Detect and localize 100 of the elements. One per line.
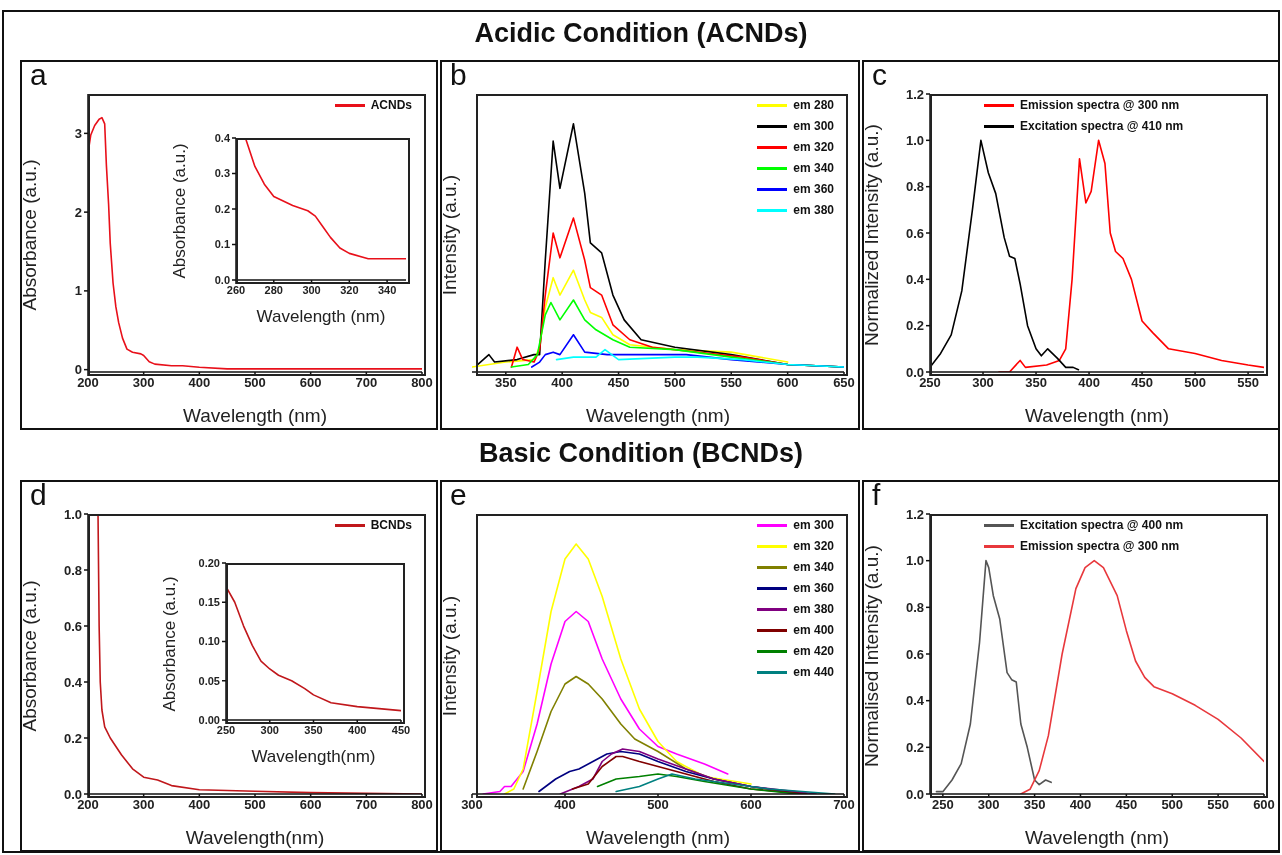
x-tick-label: 500 — [1184, 375, 1206, 391]
y-tick-label: 0.1 — [214, 238, 230, 251]
chart-title: Acidic Condition (ACNDs) — [473, 17, 809, 50]
x-tick-label: 340 — [377, 283, 397, 296]
x-tick-label: 600 — [299, 375, 322, 391]
x-tick-label: 550 — [720, 375, 743, 391]
x-tick-label: 260 — [226, 283, 246, 296]
legend-label: em 340 — [793, 161, 834, 175]
legend-label: Emission spectra @ 300 nm — [1020, 98, 1180, 112]
x-tick-label: 700 — [355, 375, 378, 391]
legend-label: Emission spectra @ 300 nm — [1020, 539, 1180, 553]
x-tick-label: 400 — [551, 375, 574, 391]
y-tick-label: 0.8 — [905, 599, 924, 615]
x-axis-title: Wavelength (nm) — [183, 405, 327, 426]
x-tick-label: 450 — [391, 723, 411, 736]
x-tick-label: 400 — [188, 797, 211, 813]
y-axis-title: Intensity (a.u.) — [439, 595, 461, 717]
y-tick-label: 0 — [74, 362, 82, 378]
x-tick-label: 350 — [494, 375, 517, 391]
y-tick-label: 0.00 — [198, 713, 220, 726]
legend-label: Excitation spectra @ 400 nm — [1020, 518, 1184, 532]
y-tick-label: 1.2 — [905, 86, 924, 102]
x-tick-label: 500 — [647, 797, 669, 813]
x-tick-label: 400 — [348, 723, 367, 736]
x-tick-label: 550 — [1207, 797, 1229, 813]
x-tick-label: 320 — [340, 283, 359, 296]
legend-label: em 380 — [793, 203, 834, 217]
line-series — [930, 139, 1080, 371]
y-tick-label: 0.2 — [905, 318, 924, 334]
x-tick-label: 400 — [554, 797, 576, 813]
y-tick-label: 0.6 — [905, 646, 924, 662]
y-tick-label: 0.10 — [198, 635, 220, 648]
y-tick-label: 2 — [74, 204, 82, 220]
x-tick-label: 300 — [132, 797, 155, 813]
text: d — [30, 478, 47, 512]
x-axis-title: Wavelength(nm) — [251, 747, 376, 766]
y-tick-label: 0.8 — [905, 179, 924, 195]
y-tick-label: 0.4 — [63, 674, 83, 690]
x-tick-label: 600 — [776, 375, 799, 391]
legend-label: em 440 — [793, 665, 834, 679]
text: a — [30, 58, 47, 92]
y-axis-title: Absorbance (a.u.) — [19, 580, 41, 732]
x-tick-label: 300 — [461, 797, 483, 813]
x-tick-label: 550 — [1237, 375, 1259, 391]
text: b — [450, 58, 467, 92]
x-tick-label: 500 — [664, 375, 686, 391]
y-tick-label: 0.2 — [214, 202, 230, 215]
x-tick-label: 350 — [304, 723, 323, 736]
x-tick-label: 400 — [1078, 375, 1100, 391]
y-tick-label: 3 — [74, 125, 82, 141]
legend-label: em 380 — [793, 602, 834, 616]
y-tick-label: 0.20 — [198, 556, 220, 569]
legend-label: em 420 — [793, 644, 834, 658]
y-tick-label: 0.8 — [63, 562, 82, 578]
line-series — [244, 138, 406, 260]
y-tick-label: 0.3 — [214, 167, 230, 180]
x-tick-label: 500 — [244, 375, 266, 391]
x-tick-label: 700 — [355, 797, 378, 813]
x-tick-label: 400 — [1069, 797, 1092, 813]
x-axis-title: Wavelength (nm) — [256, 307, 386, 326]
text: c — [872, 58, 887, 92]
x-tick-label: 250 — [931, 797, 954, 813]
legend-label: Excitation spectra @ 410 nm — [1020, 119, 1184, 133]
legend-label: em 280 — [793, 98, 834, 112]
y-tick-label: 1.0 — [905, 553, 924, 569]
y-tick-label: 0.2 — [905, 739, 924, 755]
y-tick-label: 0.0 — [905, 786, 924, 802]
x-tick-label: 500 — [244, 797, 266, 813]
x-tick-label: 700 — [833, 797, 855, 813]
y-axis-title: Normalised Intensity (a.u.) — [861, 545, 883, 767]
y-axis-title: Absorbance (a.u.) — [19, 159, 41, 311]
x-tick-label: 200 — [77, 375, 99, 391]
x-tick-label: 300 — [977, 797, 1000, 813]
x-tick-label: 450 — [1131, 375, 1153, 391]
x-axis-title: Wavelength (nm) — [586, 827, 730, 848]
y-tick-label: 0.4 — [905, 693, 925, 709]
legend-label: em 320 — [793, 539, 834, 553]
x-tick-label: 300 — [132, 375, 155, 391]
legend-label: em 300 — [793, 119, 834, 133]
line-series — [935, 559, 1052, 793]
x-tick-label: 450 — [1115, 797, 1138, 813]
y-tick-label: 0.4 — [905, 271, 925, 287]
y-axis-title: Absorbance (a.u.) — [170, 143, 190, 279]
x-tick-label: 400 — [188, 375, 211, 391]
y-tick-label: 1 — [74, 283, 82, 299]
x-tick-label: 650 — [833, 375, 855, 391]
chart-title: Basic Condition (BCNDs) — [478, 437, 804, 470]
x-axis-title: Wavelength (nm) — [586, 405, 730, 426]
x-axis-title: Wavelength (nm) — [1025, 827, 1169, 848]
legend-label: BCNDs — [370, 518, 412, 532]
text: e — [450, 478, 467, 512]
y-tick-label: 1.0 — [63, 506, 82, 522]
x-axis-title: Wavelength (nm) — [1025, 405, 1169, 426]
x-tick-label: 350 — [1025, 375, 1047, 391]
legend-label: em 360 — [793, 581, 834, 595]
y-tick-label: 0.2 — [63, 730, 82, 746]
y-tick-label: 0.6 — [905, 225, 924, 241]
y-axis-title: Normalized Intensity (a.u.) — [861, 124, 883, 346]
legend-label: em 360 — [793, 182, 834, 196]
x-axis-title: Wavelength(nm) — [185, 827, 325, 848]
